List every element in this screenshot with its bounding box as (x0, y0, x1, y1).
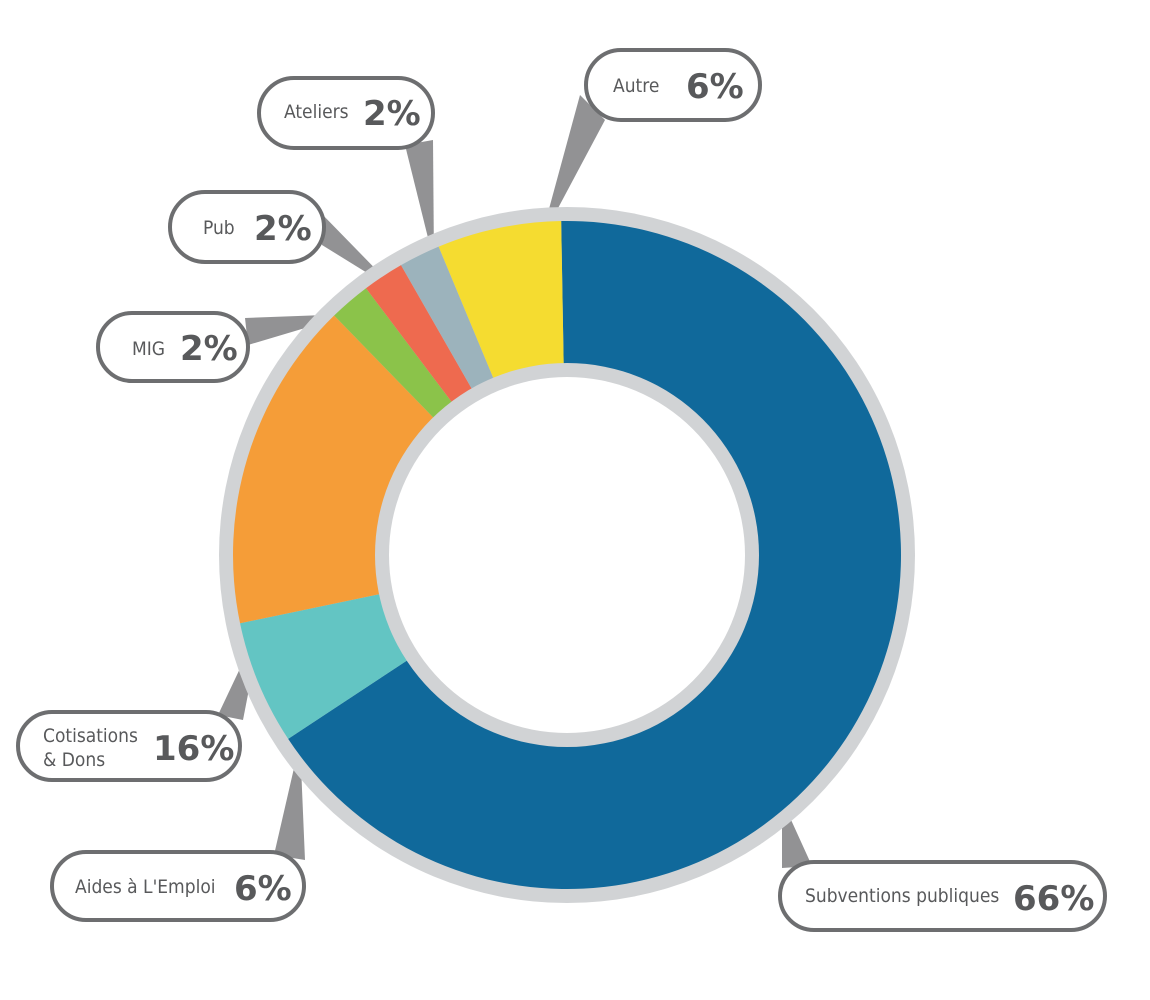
label-ateliers: Ateliers (284, 101, 349, 123)
label-cotisations-line1: Cotisations (43, 725, 138, 747)
slice-autre (438, 221, 564, 385)
label-mig: MIG (132, 338, 165, 360)
pointer-autre (540, 95, 605, 242)
slice-subventions-publiques (288, 221, 902, 890)
slice-cotisations-dons (233, 315, 439, 624)
callout-autre: Autre 6% (584, 48, 762, 122)
label-pub: Pub (203, 217, 235, 239)
pct-pub: 2% (254, 209, 312, 249)
pointer-ateliers (405, 140, 434, 262)
pct-cotisations: 16% (153, 729, 234, 769)
slice-aides-l-emploi (240, 592, 413, 739)
callout-cotisations: Cotisations & Dons 16% (16, 710, 242, 782)
pct-subventions: 66% (1013, 879, 1094, 919)
pct-mig: 2% (180, 329, 238, 369)
pct-aides: 6% (234, 869, 292, 909)
slice-ateliers (401, 246, 496, 395)
label-autre: Autre (613, 75, 659, 97)
slice-mig (334, 288, 456, 423)
label-subventions: Subventions publiques (805, 885, 999, 907)
donut-hole (389, 377, 745, 733)
pct-ateliers: 2% (363, 94, 421, 134)
slices (233, 221, 902, 890)
callout-pub: Pub 2% (168, 190, 326, 264)
callout-aides: Aides à L'Emploi 6% (50, 850, 306, 922)
callout-subventions: Subventions publiques 66% (778, 860, 1107, 932)
callout-ateliers: Ateliers 2% (257, 76, 435, 150)
slice-pub (365, 265, 476, 408)
label-aides: Aides à L'Emploi (75, 876, 216, 898)
label-cotisations-line2: & Dons (43, 749, 105, 771)
pct-autre: 6% (686, 67, 744, 107)
callout-mig: MIG 2% (96, 311, 250, 383)
